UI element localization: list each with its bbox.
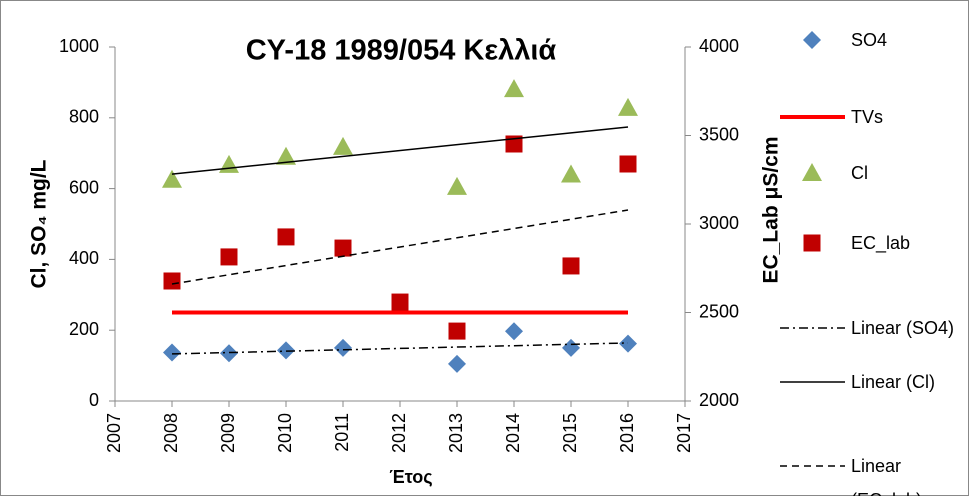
- x-axis-label: Έτος: [389, 467, 432, 487]
- y-tick-label: 400: [69, 248, 99, 268]
- triangle-marker: [333, 136, 353, 155]
- square-marker: [220, 248, 238, 266]
- square-marker: [163, 272, 181, 290]
- square-marker: [334, 239, 352, 257]
- diamond-marker: [562, 338, 580, 357]
- y2-tick-label: 2500: [699, 301, 739, 321]
- x-tick-label: 2008: [161, 413, 181, 453]
- triangle-marker: [618, 97, 638, 116]
- triangle-marker: [447, 176, 467, 195]
- legend-label: Cl: [851, 163, 868, 183]
- y2-tick-label: 4000: [699, 36, 739, 56]
- triangle-marker: [504, 79, 524, 98]
- y-tick-label: 200: [69, 319, 99, 339]
- x-tick-label: 2007: [104, 413, 124, 453]
- x-tick-label: 2010: [275, 413, 295, 453]
- legend-symbol: [803, 31, 821, 49]
- y2-tick-label: 3000: [699, 213, 739, 233]
- triangle-marker: [276, 146, 296, 165]
- diamond-marker: [448, 354, 466, 373]
- y2-tick-label: 2000: [699, 390, 739, 410]
- legend-label: Linear (EC_lab): [851, 456, 922, 496]
- square-marker: [391, 293, 409, 311]
- y-tick-label: 600: [69, 177, 99, 197]
- diamond-marker: [163, 343, 181, 362]
- legend-label: Linear (SO4): [851, 318, 955, 338]
- square-marker: [562, 257, 580, 275]
- legend-label: EC_lab: [851, 233, 911, 253]
- series-line: [171, 342, 629, 355]
- series-line: [171, 126, 629, 175]
- square-marker: [448, 322, 466, 340]
- x-tick-label: 2016: [617, 413, 637, 453]
- diamond-marker: [505, 322, 523, 341]
- y-tick-label: 1000: [59, 36, 99, 56]
- y-tick-label: 800: [69, 107, 99, 127]
- series-line: [171, 209, 629, 285]
- y2-tick-label: 3500: [699, 124, 739, 144]
- square-marker: [277, 228, 295, 246]
- diamond-marker: [277, 341, 295, 360]
- x-tick-label: 2015: [560, 413, 580, 453]
- x-tick-label: 2013: [446, 413, 466, 453]
- diamond-marker: [334, 338, 352, 357]
- x-tick-label: 2017: [674, 413, 694, 453]
- triangle-marker: [561, 164, 581, 183]
- x-tick-label: 2012: [389, 413, 409, 453]
- y-tick-label: 0: [89, 390, 99, 410]
- square-marker: [619, 155, 637, 173]
- y-axis-label: Cl, SO₄ mg/L: [28, 159, 51, 288]
- legend-label: Linear (Cl): [851, 372, 936, 392]
- y2-axis-label: EC_Lab μS/cm: [760, 136, 783, 283]
- legend-label: SO4: [851, 30, 888, 50]
- x-tick-label: 2009: [218, 413, 238, 453]
- legend-label: TVs: [851, 107, 884, 127]
- legend-symbol: [803, 234, 821, 252]
- x-tick-label: 2011: [332, 413, 352, 452]
- x-tick-label: 2014: [503, 413, 523, 453]
- chart-title: CY-18 1989/054 Κελλιά: [246, 35, 557, 67]
- legend-symbol: [802, 163, 822, 181]
- triangle-marker: [162, 169, 182, 188]
